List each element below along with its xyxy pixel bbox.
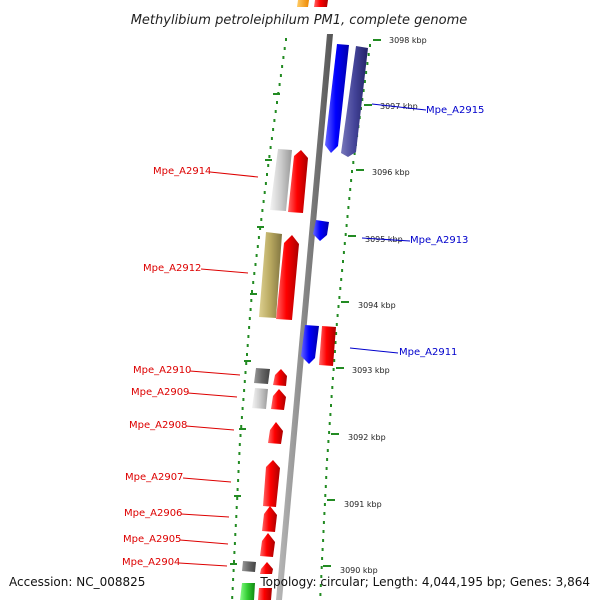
gene-label-mpe-a2915[interactable]: Mpe_A2915 [426, 105, 484, 116]
scale-tick-label: 3092 kbp [348, 433, 386, 442]
label-leader [200, 268, 249, 274]
gene-arrow-mpe-a2912b[interactable] [276, 235, 299, 320]
label-leader [182, 477, 232, 483]
gene-arrow-mpe-a2914b[interactable] [288, 150, 308, 213]
label-leader [371, 103, 427, 111]
gene-arrow-mpe-a2915a[interactable] [325, 44, 349, 153]
gene-arrow-red-bottom[interactable] [258, 588, 272, 600]
scale-tick-label: 3094 kbp [358, 301, 396, 310]
label-leader [349, 347, 399, 354]
label-leader [178, 562, 228, 567]
gene-arrow-mpe-a2910b[interactable] [273, 369, 287, 386]
gene-label-mpe-a2906[interactable]: Mpe_A2906 [124, 508, 182, 519]
gene-label-mpe-a2914[interactable]: Mpe_A2914 [153, 166, 211, 177]
gene-arrow-mpe-a2912a[interactable] [259, 232, 282, 318]
gene-arrow-mpe-a2913[interactable] [313, 220, 329, 241]
accession-text: Accession: NC_008825 [9, 575, 145, 589]
genome-info-text: Topology: circular; Length: 4,044,195 bp… [259, 575, 590, 589]
gene-arrow-mpe-a2909a[interactable] [252, 388, 268, 409]
label-leader [185, 425, 235, 431]
gene-arrow-mpe-a2911b[interactable] [319, 326, 336, 366]
gene-label-mpe-a2908[interactable]: Mpe_A2908 [129, 420, 187, 431]
gene-labels: Mpe_A2915 Mpe_A2914 Mpe_A2913 Mpe_A2912 … [122, 103, 484, 568]
label-leader [179, 539, 229, 545]
map-title: Methylibium petroleiphilum PM1, complete… [131, 13, 468, 28]
gene-arrow-mpe-a2914a[interactable] [270, 149, 292, 211]
gene-label-mpe-a2912[interactable]: Mpe_A2912 [143, 263, 201, 274]
gene-arrow-red-top[interactable] [314, 0, 328, 7]
gene-label-mpe-a2913[interactable]: Mpe_A2913 [410, 235, 468, 246]
scale-tick-label: 3098 kbp [389, 36, 427, 45]
gene-label-mpe-a2910[interactable]: Mpe_A2910 [133, 365, 191, 376]
gene-label-mpe-a2909[interactable]: Mpe_A2909 [131, 387, 189, 398]
gene-arrows [240, 0, 368, 600]
gene-arrow-mpe-a2906[interactable] [262, 506, 277, 532]
gene-arrow-mpe-a2904a[interactable] [242, 561, 256, 572]
gene-label-mpe-a2905[interactable]: Mpe_A2905 [123, 534, 181, 545]
gene-arrow-green-bottom[interactable] [240, 583, 255, 600]
gene-arrow-mpe-a2907[interactable] [263, 460, 280, 507]
label-leader [187, 392, 238, 398]
gene-label-mpe-a2907[interactable]: Mpe_A2907 [125, 472, 183, 483]
label-leader [189, 370, 241, 376]
gene-arrow-orange-top[interactable] [297, 0, 309, 7]
scale-tick-label: 3091 kbp [344, 500, 382, 509]
label-leader [209, 171, 259, 178]
gene-arrow-mpe-a2908[interactable] [268, 422, 283, 444]
gene-arrow-mpe-a2911a[interactable] [301, 325, 319, 364]
scale-tick-label: 3090 kbp [340, 566, 378, 575]
gene-label-mpe-a2904[interactable]: Mpe_A2904 [122, 557, 180, 568]
gene-arrow-mpe-a2915b[interactable] [341, 46, 368, 157]
scale-tick-label: 3093 kbp [352, 366, 390, 375]
gene-label-mpe-a2911[interactable]: Mpe_A2911 [399, 347, 457, 358]
label-leader [180, 513, 230, 518]
genome-backbone [276, 34, 333, 600]
gene-arrow-mpe-a2909b[interactable] [271, 389, 286, 410]
scale-tick-label: 3096 kbp [372, 168, 410, 177]
gene-arrow-mpe-a2910a[interactable] [254, 368, 270, 384]
gene-arrow-mpe-a2904b[interactable] [260, 562, 273, 574]
label-leader [361, 237, 411, 242]
gene-arrow-mpe-a2905[interactable] [260, 533, 275, 557]
inner-ring-ticks [230, 93, 280, 565]
